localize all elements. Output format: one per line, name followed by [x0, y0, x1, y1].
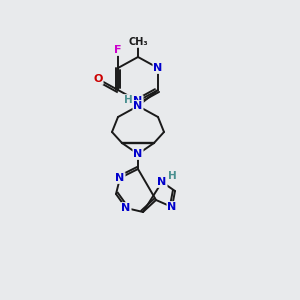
Text: N: N	[134, 96, 142, 106]
Text: F: F	[114, 45, 122, 55]
Text: N: N	[134, 101, 142, 111]
Text: N: N	[153, 63, 163, 73]
Text: N: N	[122, 203, 130, 213]
Text: N: N	[134, 149, 142, 159]
Text: N: N	[158, 177, 166, 187]
Text: H: H	[124, 95, 132, 105]
Text: N: N	[167, 202, 177, 212]
Text: N: N	[116, 173, 124, 183]
Text: O: O	[93, 74, 103, 84]
Text: CH₃: CH₃	[128, 37, 148, 47]
Text: H: H	[168, 171, 176, 181]
